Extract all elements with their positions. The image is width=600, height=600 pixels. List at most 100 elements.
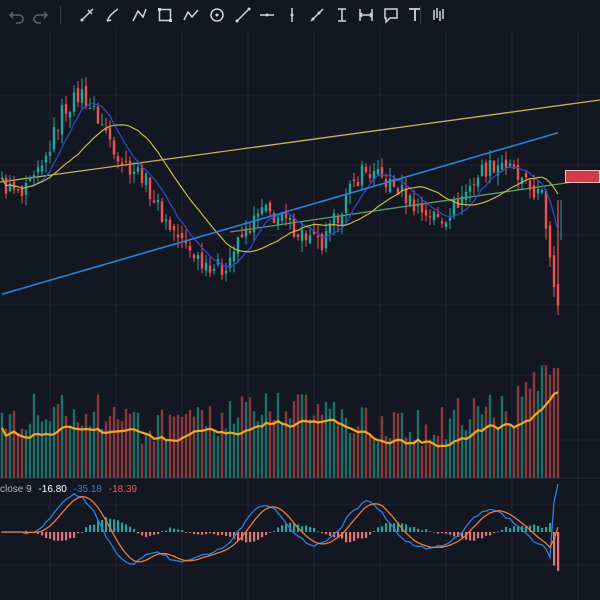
macd-histogram-bar	[377, 527, 380, 532]
candle-body	[392, 179, 396, 187]
volume-bar	[468, 419, 472, 478]
macd-histogram-bar	[145, 532, 148, 538]
callout-icon[interactable]	[380, 4, 402, 26]
volume-bar	[388, 438, 392, 478]
volume-bar	[516, 385, 520, 478]
candle-body	[212, 269, 216, 271]
volume-bar	[524, 382, 528, 478]
candle-body	[524, 173, 528, 178]
candle-body	[60, 105, 64, 135]
volume-bar	[216, 435, 220, 478]
candle-body	[156, 200, 160, 203]
macd-histogram-bar	[449, 532, 452, 535]
candle-body	[36, 167, 40, 173]
volume-bar	[88, 426, 92, 478]
volume-bar	[64, 415, 68, 478]
macd-histogram-bar	[45, 532, 48, 539]
volume-bar	[528, 388, 532, 478]
volume-bar	[420, 445, 424, 478]
candle-body	[288, 218, 292, 221]
candle-body	[84, 86, 88, 107]
volume-bar	[268, 411, 272, 478]
volume-bar	[284, 411, 288, 478]
volume-bar	[536, 390, 540, 478]
candle-body	[280, 212, 284, 221]
candle-body	[364, 167, 368, 172]
macd-histogram-bar	[373, 530, 376, 532]
candle-body	[140, 166, 144, 183]
volume-bar	[380, 416, 384, 478]
measure-icon[interactable]	[355, 4, 377, 26]
horizontal-line-icon[interactable]	[256, 4, 278, 26]
circle-target-icon[interactable]	[206, 4, 228, 26]
macd-histogram-bar	[553, 532, 556, 566]
brush-icon[interactable]	[102, 4, 124, 26]
candle-body	[180, 232, 184, 239]
undo-icon[interactable]	[5, 4, 27, 26]
volume-bar	[52, 406, 56, 478]
macd-histogram-bar	[133, 528, 136, 532]
macd-histogram-bar	[357, 532, 360, 539]
redo-icon[interactable]	[30, 4, 52, 26]
volume-bar	[220, 412, 224, 478]
candle-body	[184, 240, 188, 244]
candle-body	[136, 167, 140, 172]
volume-bar	[384, 436, 388, 478]
candle-body	[476, 177, 480, 187]
rectangle-icon[interactable]	[154, 4, 176, 26]
volume-bar	[116, 419, 120, 478]
volume-bar	[396, 413, 400, 478]
candle-body	[348, 183, 352, 193]
volume-bar	[456, 398, 460, 478]
volume-bar	[80, 425, 84, 478]
macd-histogram-bar	[65, 532, 68, 541]
text-icon[interactable]	[404, 4, 426, 26]
volume-bar	[40, 421, 44, 478]
volume-bar	[96, 394, 100, 478]
polyline-icon[interactable]	[180, 4, 202, 26]
macd-histogram-bar	[285, 523, 288, 532]
volume-bar	[328, 408, 332, 478]
bar-pattern-icon[interactable]	[428, 4, 450, 26]
volume-bar	[416, 410, 420, 478]
candle-body	[460, 196, 464, 205]
macd-histogram-bar	[369, 532, 372, 535]
ray-icon[interactable]	[306, 4, 328, 26]
candle-body	[332, 213, 336, 226]
candle-body	[304, 233, 308, 241]
crosshair-icon[interactable]	[76, 4, 98, 26]
candle-body	[324, 231, 328, 249]
volume-bar	[376, 442, 380, 478]
volume-bar	[84, 413, 88, 478]
path-icon[interactable]	[128, 4, 150, 26]
macd-histogram-bar	[421, 530, 424, 532]
macd-histogram-bar	[177, 529, 180, 532]
volume-bar	[492, 417, 496, 478]
candle-body	[52, 126, 56, 150]
macd-histogram-bar	[53, 532, 56, 541]
volume-bar	[104, 421, 108, 478]
candle-body	[420, 203, 424, 213]
macd-histogram-bar	[313, 528, 316, 532]
candle-body	[68, 111, 72, 118]
macd-histogram-bar	[261, 532, 264, 538]
volume-bar	[72, 409, 76, 478]
candle-body	[168, 219, 172, 230]
vertical-line-icon[interactable]	[281, 4, 303, 26]
macd-histogram-bar	[473, 532, 476, 541]
trendline-icon[interactable]	[232, 4, 254, 26]
volume-bar	[504, 411, 508, 478]
volume-bar	[188, 409, 192, 478]
volume-bar	[440, 407, 444, 478]
volume-bar	[476, 405, 480, 478]
text-cursor-icon[interactable]	[331, 4, 353, 26]
macd-histogram-bar	[485, 532, 488, 536]
volume-bar	[368, 435, 372, 478]
candle-body	[44, 155, 48, 163]
macd-legend: close 9 -16.80 -35.18 -18.39	[0, 484, 141, 495]
macd-histogram-bar	[429, 531, 432, 532]
volume-bar	[356, 426, 360, 478]
macd-histogram-bar	[113, 519, 116, 532]
volume-bar	[264, 393, 268, 478]
